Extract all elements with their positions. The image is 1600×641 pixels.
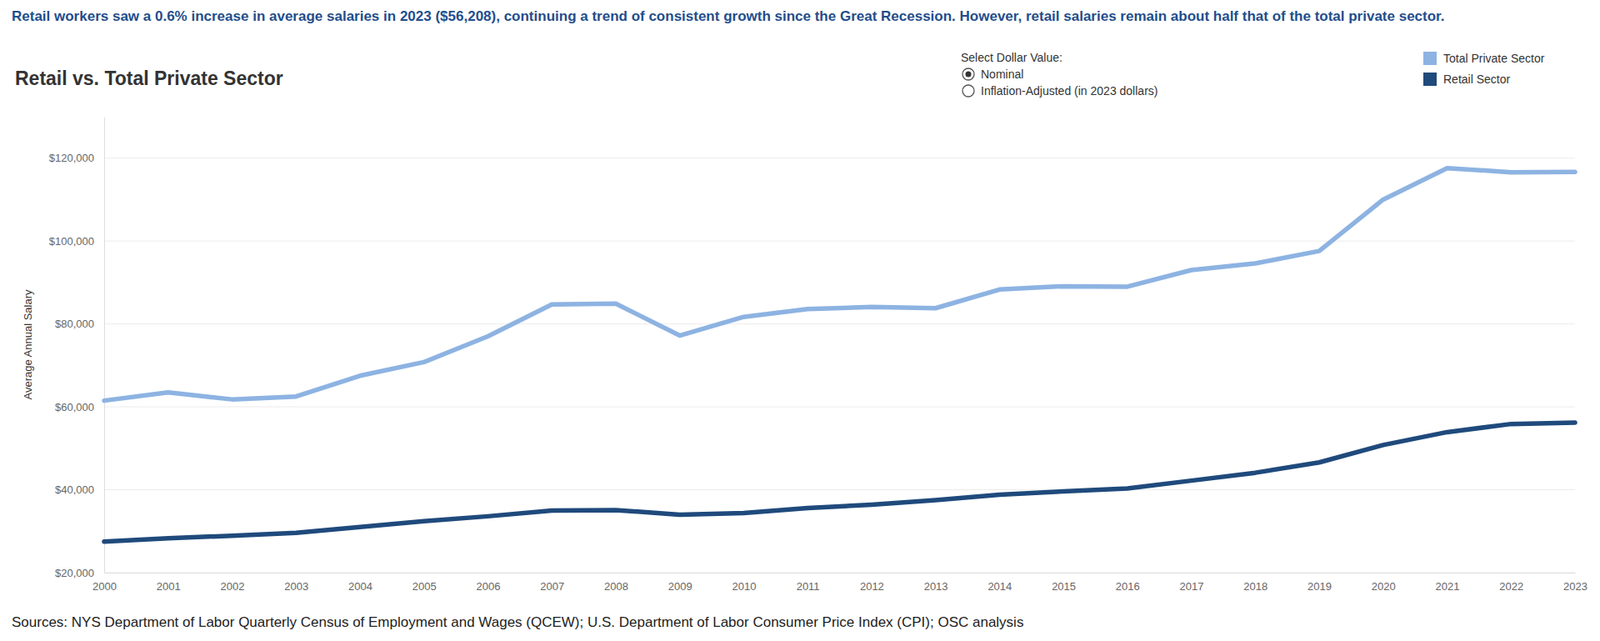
y-tick-label: $80,000 <box>55 317 95 330</box>
x-tick: 2008 <box>604 572 629 593</box>
x-tick: 2009 <box>668 572 693 593</box>
x-tick: 2023 <box>1563 572 1588 593</box>
x-tick-label: 2015 <box>1051 580 1076 593</box>
y-tick: $100,000 <box>49 235 105 248</box>
grid-line <box>104 489 1575 490</box>
x-tick: 2011 <box>796 572 820 593</box>
selector-option[interactable]: Inflation-Adjusted (in 2023 dollars) <box>962 84 1158 98</box>
grid <box>104 158 1575 573</box>
x-tick: 2022 <box>1499 572 1524 593</box>
radio-button[interactable] <box>962 68 975 80</box>
legend-swatch <box>1423 51 1437 65</box>
selector-option[interactable]: Nominal <box>962 67 1024 81</box>
plot: $20,000 $40,000 $60,000 $80,000 $100,000 $120… <box>49 117 1588 594</box>
x-tick-label: 2001 <box>156 580 181 593</box>
y-axis-line <box>104 117 105 574</box>
x-tick-label: 2010 <box>731 580 756 593</box>
legend-label: Total Private Sector <box>1443 51 1545 65</box>
x-tick-label: 2011 <box>796 580 820 593</box>
x-tick: 2015 <box>1051 572 1076 593</box>
grid-line <box>104 323 1575 325</box>
y-tick-label: $120,000 <box>49 151 95 165</box>
y-tick-label: $60,000 <box>55 400 95 414</box>
x-tick: 2013 <box>924 572 949 593</box>
x-tick: 2020 <box>1371 572 1396 593</box>
radio-dot <box>965 71 972 78</box>
legend-label: Retail Sector <box>1443 72 1510 86</box>
x-tick: 2001 <box>156 572 181 593</box>
y-tick: $120,000 <box>49 151 105 165</box>
selector-text: Nominal <box>980 67 1024 81</box>
x-tick: 2003 <box>284 572 309 593</box>
x-tick: 2004 <box>348 572 373 593</box>
x-tick-label: 2022 <box>1499 580 1524 593</box>
y-tick-label: $20,000 <box>55 566 95 580</box>
x-tick: 2006 <box>475 572 500 593</box>
x-axis-line <box>105 572 1576 574</box>
x-tick: 2021 <box>1435 572 1460 593</box>
x-axis: 2000 2001 2002 2003 2004 2005 2006 2007 2008 2009… <box>92 572 1588 593</box>
x-tick-label: 2017 <box>1180 580 1205 593</box>
x-tick: 2010 <box>731 572 756 593</box>
grid-line <box>104 240 1575 242</box>
x-tick-label: 2009 <box>668 580 693 593</box>
series-line <box>104 422 1575 542</box>
x-tick-label: 2019 <box>1307 580 1332 593</box>
y-tick-label: $100,000 <box>49 235 95 248</box>
selector-text: Select Dollar Value: <box>960 50 1063 65</box>
x-tick: 2016 <box>1115 572 1140 593</box>
x-tick-label: 2020 <box>1371 580 1396 593</box>
y-axis: $20,000 $40,000 $60,000 $80,000 $100,000 $120… <box>49 117 105 580</box>
y-axis-title: Average Annual Salary <box>21 289 35 400</box>
grid-line <box>104 157 1575 159</box>
x-tick-label: 2007 <box>540 580 565 593</box>
x-tick: 2019 <box>1307 572 1332 593</box>
chart: Retail vs. Total Private Sector Select Do… <box>0 0 1600 641</box>
chart-title: Retail vs. Total Private Sector <box>15 67 284 90</box>
x-tick-label: 2006 <box>475 580 500 593</box>
x-tick-label: 2023 <box>1563 580 1588 593</box>
y-tick-label: $40,000 <box>55 483 95 496</box>
legend: Total Private Sector Retail Sector <box>1423 51 1545 86</box>
radio-button[interactable] <box>962 85 975 97</box>
x-tick: 2017 <box>1180 572 1205 593</box>
x-tick-label: 2021 <box>1435 580 1460 593</box>
x-tick-label: 2008 <box>604 580 629 593</box>
x-tick-label: 2005 <box>412 580 437 593</box>
x-tick-label: 2013 <box>924 580 949 593</box>
x-tick: 2007 <box>540 572 565 593</box>
x-tick: 2000 <box>92 572 117 593</box>
grid-line <box>104 406 1575 408</box>
x-tick-label: 2016 <box>1115 580 1140 593</box>
x-tick: 2018 <box>1243 572 1268 593</box>
x-tick-label: 2000 <box>92 580 117 593</box>
x-tick-label: 2014 <box>987 580 1012 593</box>
grid-line <box>104 572 1575 574</box>
x-tick-label: 2004 <box>348 580 373 593</box>
x-tick-label: 2012 <box>860 580 885 593</box>
series-line <box>104 168 1575 401</box>
y-tick: $60,000 <box>55 400 105 414</box>
x-tick: 2002 <box>220 572 245 593</box>
x-tick: 2012 <box>860 572 885 593</box>
lines <box>104 168 1575 542</box>
headline: Retail workers saw a 0.6% increase in av… <box>11 8 1562 25</box>
x-tick-label: 2018 <box>1243 580 1268 593</box>
source-note: Sources: NYS Department of Labor Quarter… <box>11 614 1024 630</box>
y-tick: $40,000 <box>55 483 105 496</box>
y-tick: $80,000 <box>55 317 105 330</box>
x-tick: 2005 <box>412 572 437 593</box>
x-tick: 2014 <box>987 572 1012 593</box>
selector-text: Inflation-Adjusted (in 2023 dollars) <box>980 84 1158 98</box>
y-tick: $20,000 <box>55 566 105 580</box>
legend-swatch <box>1423 72 1437 86</box>
selector-label: Select Dollar Value: <box>960 50 1063 65</box>
x-tick-label: 2003 <box>284 580 309 593</box>
x-tick-label: 2002 <box>220 580 245 593</box>
